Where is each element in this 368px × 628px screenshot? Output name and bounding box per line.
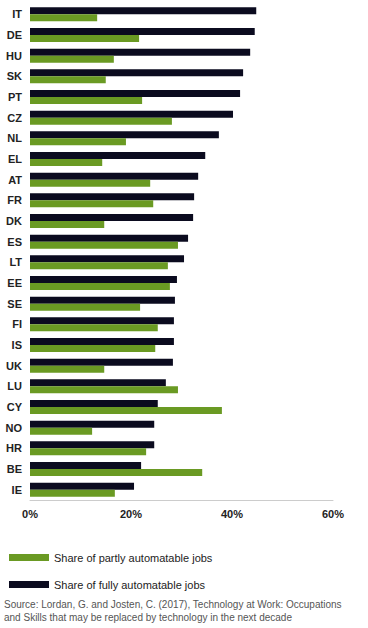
svg-text:NO: NO — [6, 422, 23, 434]
svg-text:FR: FR — [7, 194, 22, 206]
svg-text:SE: SE — [7, 298, 22, 310]
svg-text:IT: IT — [12, 8, 22, 20]
svg-text:and Skills that may be replace: and Skills that may be replaced by techn… — [4, 612, 292, 623]
svg-text:SK: SK — [7, 70, 22, 82]
svg-text:EE: EE — [7, 277, 22, 289]
svg-text:60%: 60% — [322, 508, 344, 520]
svg-text:DK: DK — [6, 215, 22, 227]
svg-text:FI: FI — [12, 318, 22, 330]
svg-text:NL: NL — [7, 132, 22, 144]
svg-text:CZ: CZ — [7, 112, 22, 124]
svg-text:0%: 0% — [22, 508, 38, 520]
svg-text:HR: HR — [6, 442, 22, 454]
svg-text:LT: LT — [9, 256, 22, 268]
svg-text:LU: LU — [7, 380, 22, 392]
svg-text:AT: AT — [8, 174, 22, 186]
svg-text:Share of partly automatable jo: Share of partly automatable jobs — [54, 552, 213, 564]
svg-text:HU: HU — [6, 50, 22, 62]
svg-text:20%: 20% — [120, 508, 142, 520]
svg-text:DE: DE — [7, 29, 22, 41]
svg-text:IS: IS — [12, 339, 22, 351]
svg-text:Share of fully automatable job: Share of fully automatable jobs — [54, 579, 206, 591]
svg-text:40%: 40% — [221, 508, 243, 520]
svg-text:ES: ES — [7, 236, 22, 248]
svg-text:Source: Lordan, G. and Josten,: Source: Lordan, G. and Josten, C. (2017)… — [4, 599, 344, 610]
svg-text:EL: EL — [8, 153, 22, 165]
svg-text:BE: BE — [7, 463, 22, 475]
svg-text:IE: IE — [12, 484, 22, 496]
svg-text:PT: PT — [8, 91, 22, 103]
svg-text:UK: UK — [6, 360, 22, 372]
svg-text:CY: CY — [7, 401, 23, 413]
